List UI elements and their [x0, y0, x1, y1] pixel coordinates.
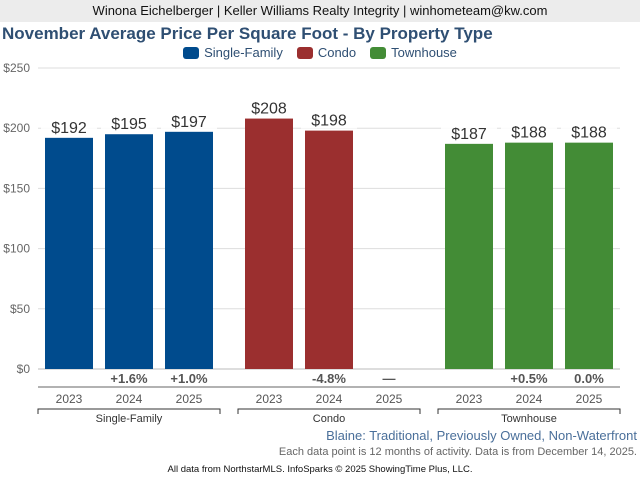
chart-title: November Average Price Per Square Foot -…	[2, 24, 493, 43]
agent-banner: Winona Eichelberger | Keller Williams Re…	[0, 0, 640, 22]
change-label: +0.5%	[510, 371, 548, 386]
group-bracket	[437, 408, 621, 414]
x-tick-label: 2024	[116, 392, 143, 406]
legend: Single-Family Condo Townhouse	[0, 45, 640, 60]
group-bracket	[37, 408, 221, 414]
change-label: —	[383, 371, 396, 386]
bar-townhouse-2024	[505, 142, 553, 369]
x-tick-label: 2025	[176, 392, 203, 406]
x-tick-label: 2023	[256, 392, 283, 406]
legend-swatch-single-family	[183, 46, 200, 59]
value-label-bg	[41, 117, 97, 136]
x-tick-label: 2024	[516, 392, 543, 406]
group-label: Townhouse	[501, 413, 557, 425]
group-bracket	[237, 408, 421, 414]
y-tick-label: $250	[3, 61, 30, 75]
bar-condo-2023	[245, 118, 293, 370]
bar-single-family-2025	[165, 131, 213, 369]
value-label: $208	[251, 101, 287, 118]
value-label: $198	[311, 113, 347, 130]
x-tick-label: 2023	[56, 392, 83, 406]
value-label-bg	[101, 114, 157, 133]
change-label: -4.8%	[312, 371, 346, 386]
legend-swatch-townhouse	[370, 46, 387, 59]
value-label-bg	[161, 111, 217, 130]
value-label: $195	[111, 116, 147, 133]
bar-single-family-2024	[105, 134, 153, 369]
group-label: Condo	[313, 413, 345, 425]
bar-townhouse-2023	[445, 143, 493, 369]
x-tick-label: 2024	[316, 392, 343, 406]
value-label-bg	[561, 122, 617, 141]
legend-item-townhouse[interactable]: Townhouse	[370, 45, 457, 60]
value-label: $188	[511, 125, 547, 142]
value-label-bg	[241, 98, 297, 117]
y-tick-label: $150	[3, 181, 30, 195]
x-tick-label: 2025	[376, 392, 403, 406]
value-label-bg	[441, 123, 497, 142]
y-tick-label: $0	[17, 362, 31, 376]
legend-swatch-condo	[296, 46, 313, 59]
legend-item-single-family[interactable]: Single-Family	[183, 45, 283, 60]
legend-label: Single-Family	[204, 45, 283, 60]
value-label: $192	[51, 120, 87, 137]
value-label-bg	[301, 110, 357, 129]
value-label-bg	[501, 122, 557, 141]
legend-item-condo[interactable]: Condo	[296, 45, 357, 60]
change-label: +1.6%	[110, 371, 148, 386]
value-label: $197	[171, 114, 207, 131]
credit-line: All data from NorthstarMLS. InfoSparks ©…	[167, 464, 473, 475]
group-label: Single-Family	[96, 413, 163, 425]
y-tick-label: $100	[3, 242, 30, 256]
legend-label: Townhouse	[391, 45, 457, 60]
x-tick-label: 2025	[576, 392, 603, 406]
data-note: Each data point is 12 months of activity…	[278, 446, 637, 458]
bar-single-family-2023	[45, 137, 93, 369]
y-tick-label: $200	[3, 121, 30, 135]
bar-condo-2024	[305, 130, 353, 369]
y-tick-label: $50	[10, 302, 30, 316]
x-tick-label: 2023	[456, 392, 483, 406]
change-label: 0.0%	[574, 371, 604, 386]
bar-townhouse-2025	[565, 142, 613, 369]
value-label: $188	[571, 125, 607, 142]
chart-subtitle: Blaine: Traditional, Previously Owned, N…	[326, 428, 637, 443]
value-label: $187	[451, 126, 487, 143]
change-label: +1.0%	[170, 371, 208, 386]
legend-label: Condo	[317, 45, 357, 60]
bar-chart: $0 $50 $100 $150 $200 $250 $192 2023 $195 +1.6% 20…	[3, 61, 621, 425]
